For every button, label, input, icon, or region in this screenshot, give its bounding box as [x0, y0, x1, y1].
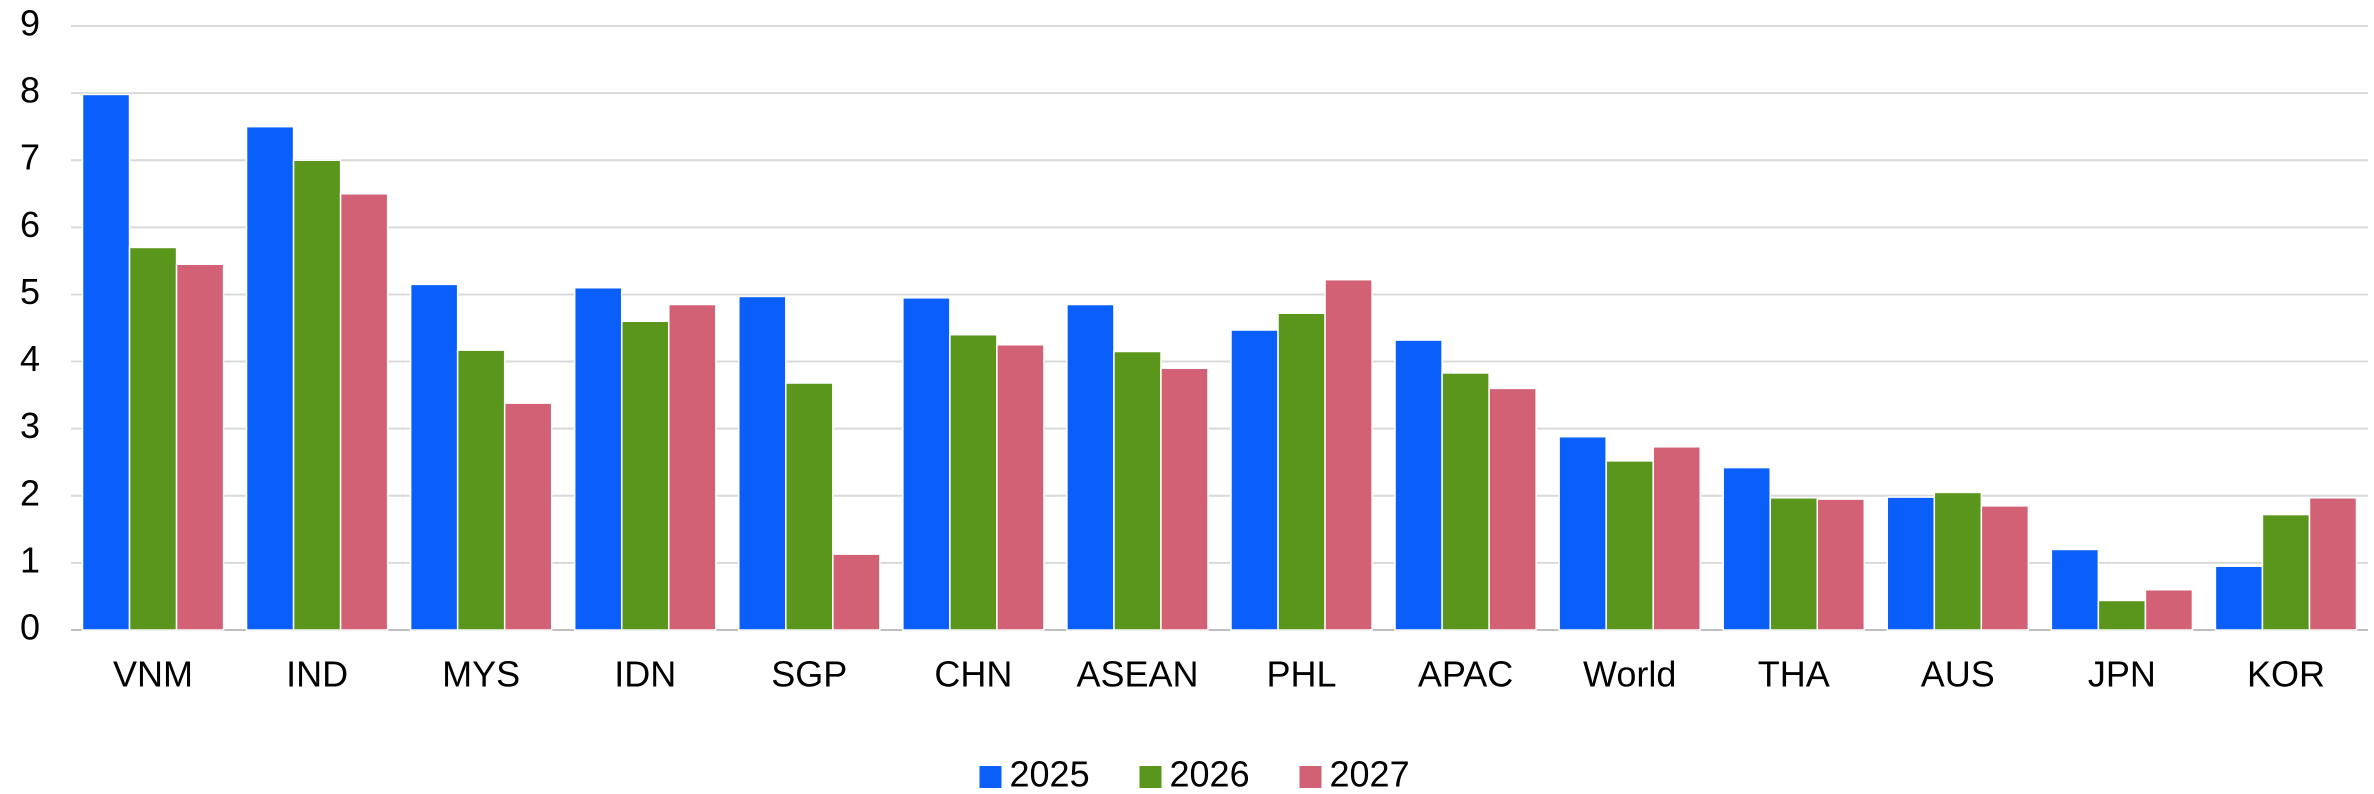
bar [668, 303, 717, 631]
x-tick-label: SGP [771, 654, 847, 695]
bar [128, 246, 178, 631]
bar [620, 320, 670, 631]
y-tick-label: 4 [20, 338, 40, 379]
bar [245, 125, 295, 631]
bar [1160, 367, 1209, 631]
x-tick-label: JPN [2088, 654, 2156, 695]
x-tick-label: APAC [1418, 654, 1513, 695]
legend-label: 2027 [1330, 754, 1410, 794]
bar [1441, 372, 1490, 631]
y-tick-label: 5 [20, 271, 40, 312]
y-tick-label: 9 [20, 3, 40, 44]
legend-label: 2026 [1170, 754, 1250, 794]
bar [1066, 303, 1115, 631]
x-tick-label: ASEAN [1076, 654, 1198, 695]
bar [339, 193, 389, 631]
y-tick-label: 3 [20, 405, 40, 446]
y-tick-label: 0 [20, 607, 40, 648]
bar [2097, 599, 2147, 631]
y-tick-label: 7 [20, 137, 40, 178]
bar [1230, 329, 1279, 631]
bar [1933, 491, 1983, 631]
bar [2050, 548, 2100, 631]
x-tick-label: PHL [1267, 654, 1337, 695]
bar [902, 297, 951, 631]
bar [1980, 505, 2030, 631]
bar [2214, 565, 2264, 631]
bar [996, 344, 1045, 631]
y-tick-label: 2 [20, 472, 40, 513]
bar [949, 333, 998, 631]
legend-label: 2025 [1010, 754, 1090, 794]
x-tick-label: VNM [113, 654, 193, 695]
y-tick-label: 6 [20, 204, 40, 245]
y-tick-label: 8 [20, 70, 40, 111]
x-tick-label: World [1583, 654, 1676, 695]
bar [409, 283, 459, 631]
bar [2308, 497, 2358, 631]
bar [1488, 387, 1537, 631]
bar [573, 286, 623, 631]
bar [1605, 460, 1654, 631]
bar [2144, 588, 2194, 631]
bar [292, 159, 342, 631]
bar [175, 263, 225, 631]
bar [2261, 513, 2311, 631]
x-tick-label: MYS [442, 654, 520, 695]
x-tick-label: AUS [1921, 654, 1995, 695]
x-tick-label: IND [286, 654, 348, 695]
bar [1886, 496, 1936, 631]
x-tick-label: KOR [2247, 654, 2325, 695]
x-tick-label: IDN [614, 654, 676, 695]
bar [81, 93, 131, 631]
bar [456, 349, 506, 631]
bar [1113, 350, 1162, 631]
bar [785, 382, 834, 631]
x-tick-label: CHN [934, 654, 1012, 695]
bar [1816, 498, 1866, 631]
bar [1769, 497, 1819, 631]
x-tick-label: THA [1758, 654, 1830, 695]
bar [1722, 466, 1771, 631]
bar [738, 295, 787, 631]
y-tick-label: 1 [20, 539, 40, 580]
bar [1652, 446, 1701, 631]
bar [1558, 435, 1607, 631]
legend-swatch [1299, 766, 1322, 788]
bar [1277, 312, 1326, 631]
bar [503, 402, 553, 631]
legend-swatch [979, 766, 1002, 788]
bar [1324, 278, 1373, 631]
bar [832, 553, 881, 631]
bar [1394, 339, 1443, 631]
legend-swatch [1139, 766, 1162, 788]
